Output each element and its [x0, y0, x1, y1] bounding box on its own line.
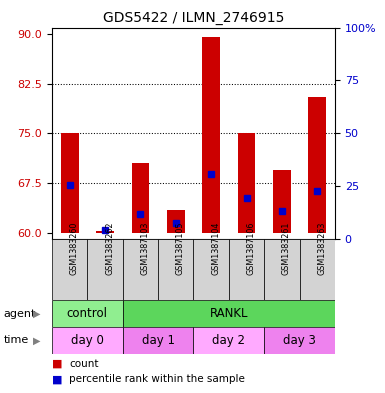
Text: day 2: day 2	[213, 334, 245, 347]
Text: time: time	[4, 335, 29, 345]
Bar	[229, 239, 264, 300]
Bar	[52, 300, 123, 327]
Text: GSM1383261: GSM1383261	[282, 222, 291, 275]
Bar	[123, 239, 158, 300]
Text: GSM1387105: GSM1387105	[176, 222, 185, 275]
Bar	[52, 239, 87, 300]
Text: RANKL: RANKL	[209, 307, 248, 320]
Bar	[202, 37, 220, 233]
Bar	[238, 133, 255, 233]
Text: agent: agent	[4, 309, 36, 319]
Bar	[123, 327, 193, 354]
Bar	[264, 327, 335, 354]
Bar	[123, 300, 335, 327]
Bar	[308, 97, 326, 233]
Bar	[167, 209, 185, 233]
Bar	[96, 231, 114, 233]
Text: ■: ■	[52, 374, 62, 384]
Text: ▶: ▶	[33, 309, 40, 319]
Bar	[52, 327, 123, 354]
Text: GSM1387104: GSM1387104	[211, 222, 220, 275]
Text: percentile rank within the sample: percentile rank within the sample	[69, 374, 245, 384]
Bar	[87, 239, 123, 300]
Bar	[193, 327, 264, 354]
Text: GSM1383262: GSM1383262	[105, 222, 114, 275]
Bar	[132, 163, 149, 233]
Bar	[193, 239, 229, 300]
Bar	[264, 239, 300, 300]
Text: GSM1387106: GSM1387106	[246, 222, 256, 275]
Text: day 0: day 0	[71, 334, 104, 347]
Bar	[273, 170, 291, 233]
Bar	[61, 133, 79, 233]
Bar	[158, 239, 193, 300]
Text: day 1: day 1	[142, 334, 174, 347]
Text: control: control	[67, 307, 108, 320]
Text: GSM1383263: GSM1383263	[317, 222, 326, 275]
Bar	[300, 239, 335, 300]
Text: day 3: day 3	[283, 334, 316, 347]
Text: GSM1387103: GSM1387103	[141, 222, 149, 275]
Text: ■: ■	[52, 358, 62, 369]
Title: GDS5422 / ILMN_2746915: GDS5422 / ILMN_2746915	[103, 11, 284, 25]
Text: GSM1383260: GSM1383260	[70, 222, 79, 275]
Text: count: count	[69, 358, 99, 369]
Text: ▶: ▶	[33, 335, 40, 345]
